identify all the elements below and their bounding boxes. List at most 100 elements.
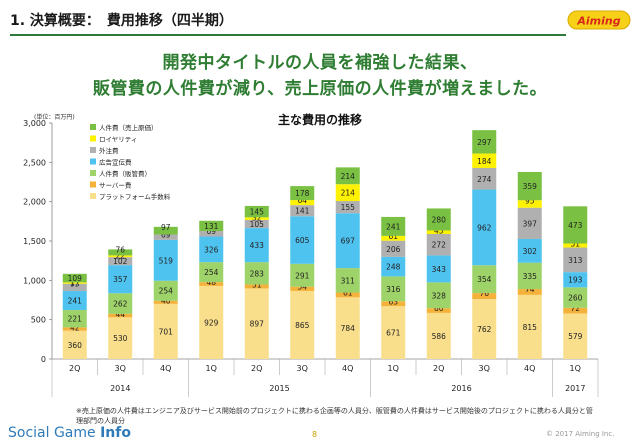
- bar-value-label: 302: [523, 247, 538, 256]
- legend-entry: 人件費（販管費）: [99, 169, 151, 178]
- x-category-label: 2Q: [251, 364, 262, 373]
- bar-segment: [426, 312, 451, 359]
- x-category-label: 1Q: [570, 364, 581, 373]
- bar-value-label: 105: [250, 220, 265, 229]
- y-tick-label: 2,000: [23, 198, 46, 207]
- bar-segment: [244, 262, 269, 285]
- bar-segment: [563, 247, 588, 273]
- bar-value-label: 97: [161, 223, 171, 232]
- bar-value-label: 145: [250, 208, 265, 217]
- bar-value-label: 32: [252, 213, 262, 222]
- bar-segment: [108, 313, 133, 318]
- bar-value-label: 962: [477, 223, 492, 232]
- bar-value-label: 280: [432, 215, 447, 224]
- legend-entry: 人件費（売上原価）: [99, 123, 158, 132]
- bar-segment: [472, 293, 497, 300]
- bar-segment: [153, 226, 178, 235]
- x-category-label: 1Q: [388, 364, 399, 373]
- bar-value-label: 61: [343, 289, 353, 298]
- y-tick-label: 1,500: [23, 237, 46, 246]
- x-category-label: 2Q: [433, 364, 444, 373]
- brand-watermark: Social Game Info: [8, 425, 131, 441]
- bar-value-label: 671: [386, 329, 401, 338]
- bar-value-label: 72: [570, 304, 580, 313]
- bar-segment: [290, 205, 315, 217]
- bar-value-label: 433: [250, 241, 265, 250]
- x-category-label: 3Q: [479, 364, 490, 373]
- bar-value-label: 221: [68, 315, 83, 324]
- bar-segment: [62, 291, 87, 310]
- bar-value-label: 51: [570, 240, 580, 249]
- bar-segment: [62, 327, 87, 331]
- brand-plain: Social Game: [8, 425, 101, 441]
- bar-segment: [381, 256, 406, 277]
- bar-segment: [290, 200, 315, 206]
- bar-segment: [290, 290, 315, 359]
- legend-swatch: [90, 135, 96, 142]
- bar-segment: [563, 313, 588, 359]
- bar-value-label: 254: [159, 287, 174, 296]
- bar-segment: [153, 239, 178, 281]
- headline-line2: 販管費の人件費が減り、売上原価の人件費が増えました。: [92, 79, 548, 99]
- bar-value-label: 102: [113, 257, 128, 266]
- bar-value-label: 69: [161, 230, 171, 239]
- x-category-label: 3Q: [115, 364, 126, 373]
- bar-value-label: 141: [295, 207, 310, 216]
- legend-entry: ロイヤリティ: [99, 136, 137, 144]
- bar-value-label: 815: [523, 323, 538, 332]
- bar-segment: [335, 167, 360, 185]
- bar-segment: [472, 299, 497, 359]
- bar-value-label: 254: [204, 268, 219, 277]
- bar-segment: [563, 272, 588, 288]
- bar-value-label: 357: [113, 275, 128, 284]
- bar-segment: [199, 236, 224, 263]
- legend-swatch: [90, 193, 96, 199]
- y-tick-label: 500: [31, 316, 46, 325]
- year-label: 2017: [565, 384, 585, 393]
- bar-value-label: 51: [252, 280, 262, 289]
- bar-segment: [108, 317, 133, 359]
- bar-segment: [290, 186, 315, 201]
- headline-line1: 開発中タイトルの人員を補強した結果、: [162, 53, 478, 73]
- bar-segment: [563, 206, 588, 244]
- copyright: © 2017 Aiming Inc.: [546, 430, 615, 438]
- bar-segment: [381, 301, 406, 307]
- bar-segment: [244, 217, 269, 220]
- bar-segment: [153, 280, 178, 301]
- bar-segment: [472, 167, 497, 190]
- bar-value-label: 328: [432, 291, 447, 300]
- x-category-label: 4Q: [342, 364, 353, 373]
- aiming-logo: Aiming: [567, 10, 631, 30]
- bar-value-label: 586: [432, 332, 447, 341]
- bar-segment: [517, 289, 542, 295]
- bar-segment: [517, 207, 542, 239]
- legend-swatch: [90, 170, 96, 176]
- legend-swatch: [90, 158, 96, 165]
- bar-value-label: 701: [159, 327, 174, 336]
- bar-segment: [517, 294, 542, 359]
- bar-value-label: 313: [568, 256, 583, 265]
- bar-segment: [199, 262, 224, 283]
- bar-value-label: 343: [432, 265, 447, 274]
- bar-value-label: 697: [341, 237, 356, 246]
- bar-value-label: 184: [477, 157, 492, 166]
- header-divider: [10, 34, 566, 36]
- bar-value-label: 260: [568, 294, 583, 303]
- bar-segment: [244, 219, 269, 229]
- bar-segment: [517, 200, 542, 208]
- bar-segment: [472, 130, 497, 154]
- bar-value-label: 291: [295, 271, 310, 280]
- bar-segment: [290, 263, 315, 287]
- bar-segment: [517, 172, 542, 201]
- bar-value-label: 44: [115, 310, 125, 319]
- bar-segment: [62, 282, 87, 284]
- bar-value-label: 74: [525, 285, 535, 294]
- svg-text:Aiming: Aiming: [576, 15, 620, 28]
- bar-segment: [517, 262, 542, 290]
- bar-value-label: 605: [295, 236, 310, 245]
- bar-segment: [335, 297, 360, 359]
- bar-segment: [62, 283, 87, 292]
- bar-segment: [153, 303, 178, 359]
- bar-value-label: 63: [388, 297, 398, 306]
- bar-segment: [244, 205, 269, 218]
